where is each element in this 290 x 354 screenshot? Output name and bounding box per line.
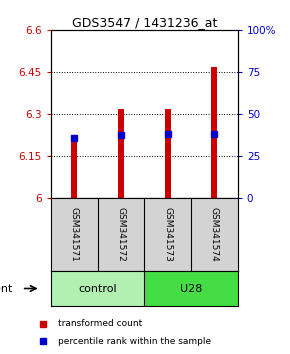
Bar (51, 271, 144, 306)
Bar (118, 109, 124, 198)
Title: GDS3547 / 1431236_at: GDS3547 / 1431236_at (72, 16, 217, 29)
Text: percentile rank within the sample: percentile rank within the sample (58, 337, 211, 346)
Text: GSM341572: GSM341572 (116, 207, 125, 262)
Text: GSM341574: GSM341574 (210, 207, 219, 262)
Text: GSM341573: GSM341573 (163, 207, 172, 262)
Text: U28: U28 (180, 284, 202, 293)
Bar (211, 67, 218, 198)
Bar (71, 142, 77, 198)
Text: control: control (78, 284, 117, 293)
Text: GSM341571: GSM341571 (70, 207, 79, 262)
Bar (144, 271, 238, 306)
Text: agent: agent (0, 284, 13, 293)
Text: transformed count: transformed count (58, 319, 142, 328)
Bar (165, 109, 171, 198)
